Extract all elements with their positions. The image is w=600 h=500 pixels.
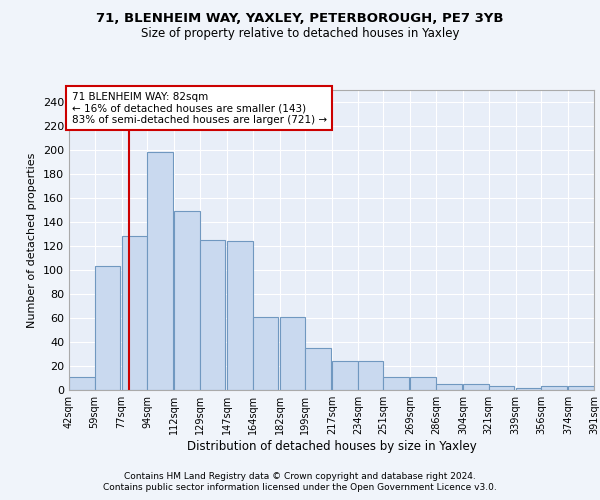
- Bar: [280, 317, 305, 390]
- Bar: [541, 386, 567, 390]
- Bar: [383, 377, 409, 390]
- Bar: [227, 241, 253, 390]
- Bar: [410, 377, 436, 390]
- Bar: [332, 361, 358, 390]
- Bar: [200, 240, 226, 390]
- Bar: [147, 152, 173, 390]
- Bar: [95, 266, 120, 390]
- Bar: [516, 388, 541, 390]
- Text: 71 BLENHEIM WAY: 82sqm
← 16% of detached houses are smaller (143)
83% of semi-de: 71 BLENHEIM WAY: 82sqm ← 16% of detached…: [71, 92, 327, 124]
- Bar: [305, 348, 331, 390]
- Y-axis label: Number of detached properties: Number of detached properties: [28, 152, 37, 328]
- Text: 71, BLENHEIM WAY, YAXLEY, PETERBOROUGH, PE7 3YB: 71, BLENHEIM WAY, YAXLEY, PETERBOROUGH, …: [96, 12, 504, 26]
- Bar: [175, 211, 200, 390]
- X-axis label: Distribution of detached houses by size in Yaxley: Distribution of detached houses by size …: [187, 440, 476, 453]
- Bar: [436, 384, 461, 390]
- Bar: [568, 386, 594, 390]
- Bar: [122, 236, 147, 390]
- Bar: [463, 384, 488, 390]
- Text: Contains public sector information licensed under the Open Government Licence v3: Contains public sector information licen…: [103, 484, 497, 492]
- Text: Contains HM Land Registry data © Crown copyright and database right 2024.: Contains HM Land Registry data © Crown c…: [124, 472, 476, 481]
- Bar: [358, 361, 383, 390]
- Bar: [488, 386, 514, 390]
- Bar: [253, 317, 278, 390]
- Bar: [69, 377, 95, 390]
- Text: Size of property relative to detached houses in Yaxley: Size of property relative to detached ho…: [141, 28, 459, 40]
